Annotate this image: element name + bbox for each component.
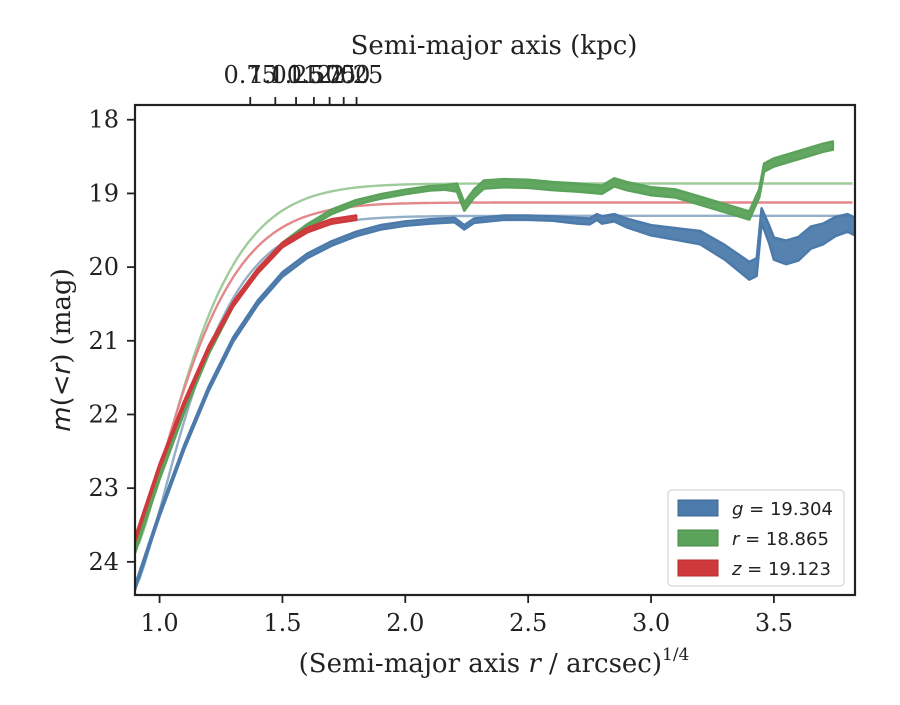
x-tick-label: 2.0	[386, 609, 424, 637]
series-band-z	[135, 214, 358, 544]
y-tick-label: 21	[88, 327, 119, 355]
series-band-g	[135, 206, 855, 592]
x-axis-title-exponent: 1/4	[662, 645, 689, 665]
top-x-tick-label: 1.25	[269, 61, 322, 89]
legend: g = 19.304 r = 18.865 z = 19.123	[667, 489, 845, 587]
y-tick-label: 18	[88, 106, 119, 134]
y-tick-label: 23	[88, 474, 119, 502]
y-axis-title-mid: (<	[47, 374, 77, 406]
x-axis-title-prefix: (Semi-major axis	[299, 649, 529, 679]
legend-swatch-z	[677, 559, 719, 577]
legend-swatch-r	[677, 529, 719, 547]
top-x-tick-label: 1.00	[249, 61, 302, 89]
x-axis-title-suffix: / arcsec)	[541, 649, 662, 679]
y-tick-label: 19	[88, 179, 119, 207]
x-axis-title-var: r	[528, 649, 542, 679]
legend-swatch-g	[677, 499, 719, 517]
legend-label-g-value: = 19.304	[743, 499, 833, 520]
legend-label-r-value: = 18.865	[739, 529, 829, 550]
top-x-tick-label: 1.50	[287, 61, 340, 89]
x-tick-label: 3.0	[632, 609, 670, 637]
x-tick-label: 2.5	[509, 609, 547, 637]
legend-label-z: z = 19.123	[731, 559, 831, 580]
x-tick-label: 1.0	[140, 609, 178, 637]
x-tick-label: 3.5	[755, 609, 793, 637]
legend-label-g: g = 19.304	[732, 499, 833, 520]
y-axis-title: m(<r) (mag)	[47, 268, 77, 431]
legend-label-r: r = 18.865	[732, 529, 829, 550]
top-x-tick-label: 1.75	[303, 61, 356, 89]
top-x-tick-label: 0.75	[224, 61, 277, 89]
y-axis-title-r: r	[47, 361, 77, 374]
top-x-axis-title: Semi-major axis (kpc)	[351, 31, 638, 61]
series-band-r	[135, 140, 835, 555]
legend-label-g-band: g	[732, 499, 743, 520]
y-axis-title-end: ) (mag)	[47, 268, 77, 364]
top-x-tick-label: 2.00	[317, 61, 370, 89]
y-tick-label: 24	[88, 548, 119, 576]
y-tick-label: 22	[88, 400, 119, 428]
y-axis-title-m: m	[47, 406, 77, 431]
x-tick-label: 1.5	[263, 609, 301, 637]
axes: 1.0 1.5 2.0 2.5 3.0 3.5 18 19 20 21 22 23 24 0.751.00…	[88, 61, 857, 637]
legend-label-z-value: = 19.123	[741, 559, 831, 580]
y-tick-label: 20	[88, 253, 119, 281]
fit-curve-z	[135, 201, 853, 541]
legend-label-z-band: z	[731, 559, 742, 580]
top-x-tick-label: 2.25	[330, 61, 383, 89]
x-axis-title: (Semi-major axis r / arcsec)1/4	[299, 645, 690, 679]
legend-label-r-band: r	[732, 529, 741, 550]
plot-frame	[133, 103, 857, 597]
data-bands	[135, 140, 855, 592]
